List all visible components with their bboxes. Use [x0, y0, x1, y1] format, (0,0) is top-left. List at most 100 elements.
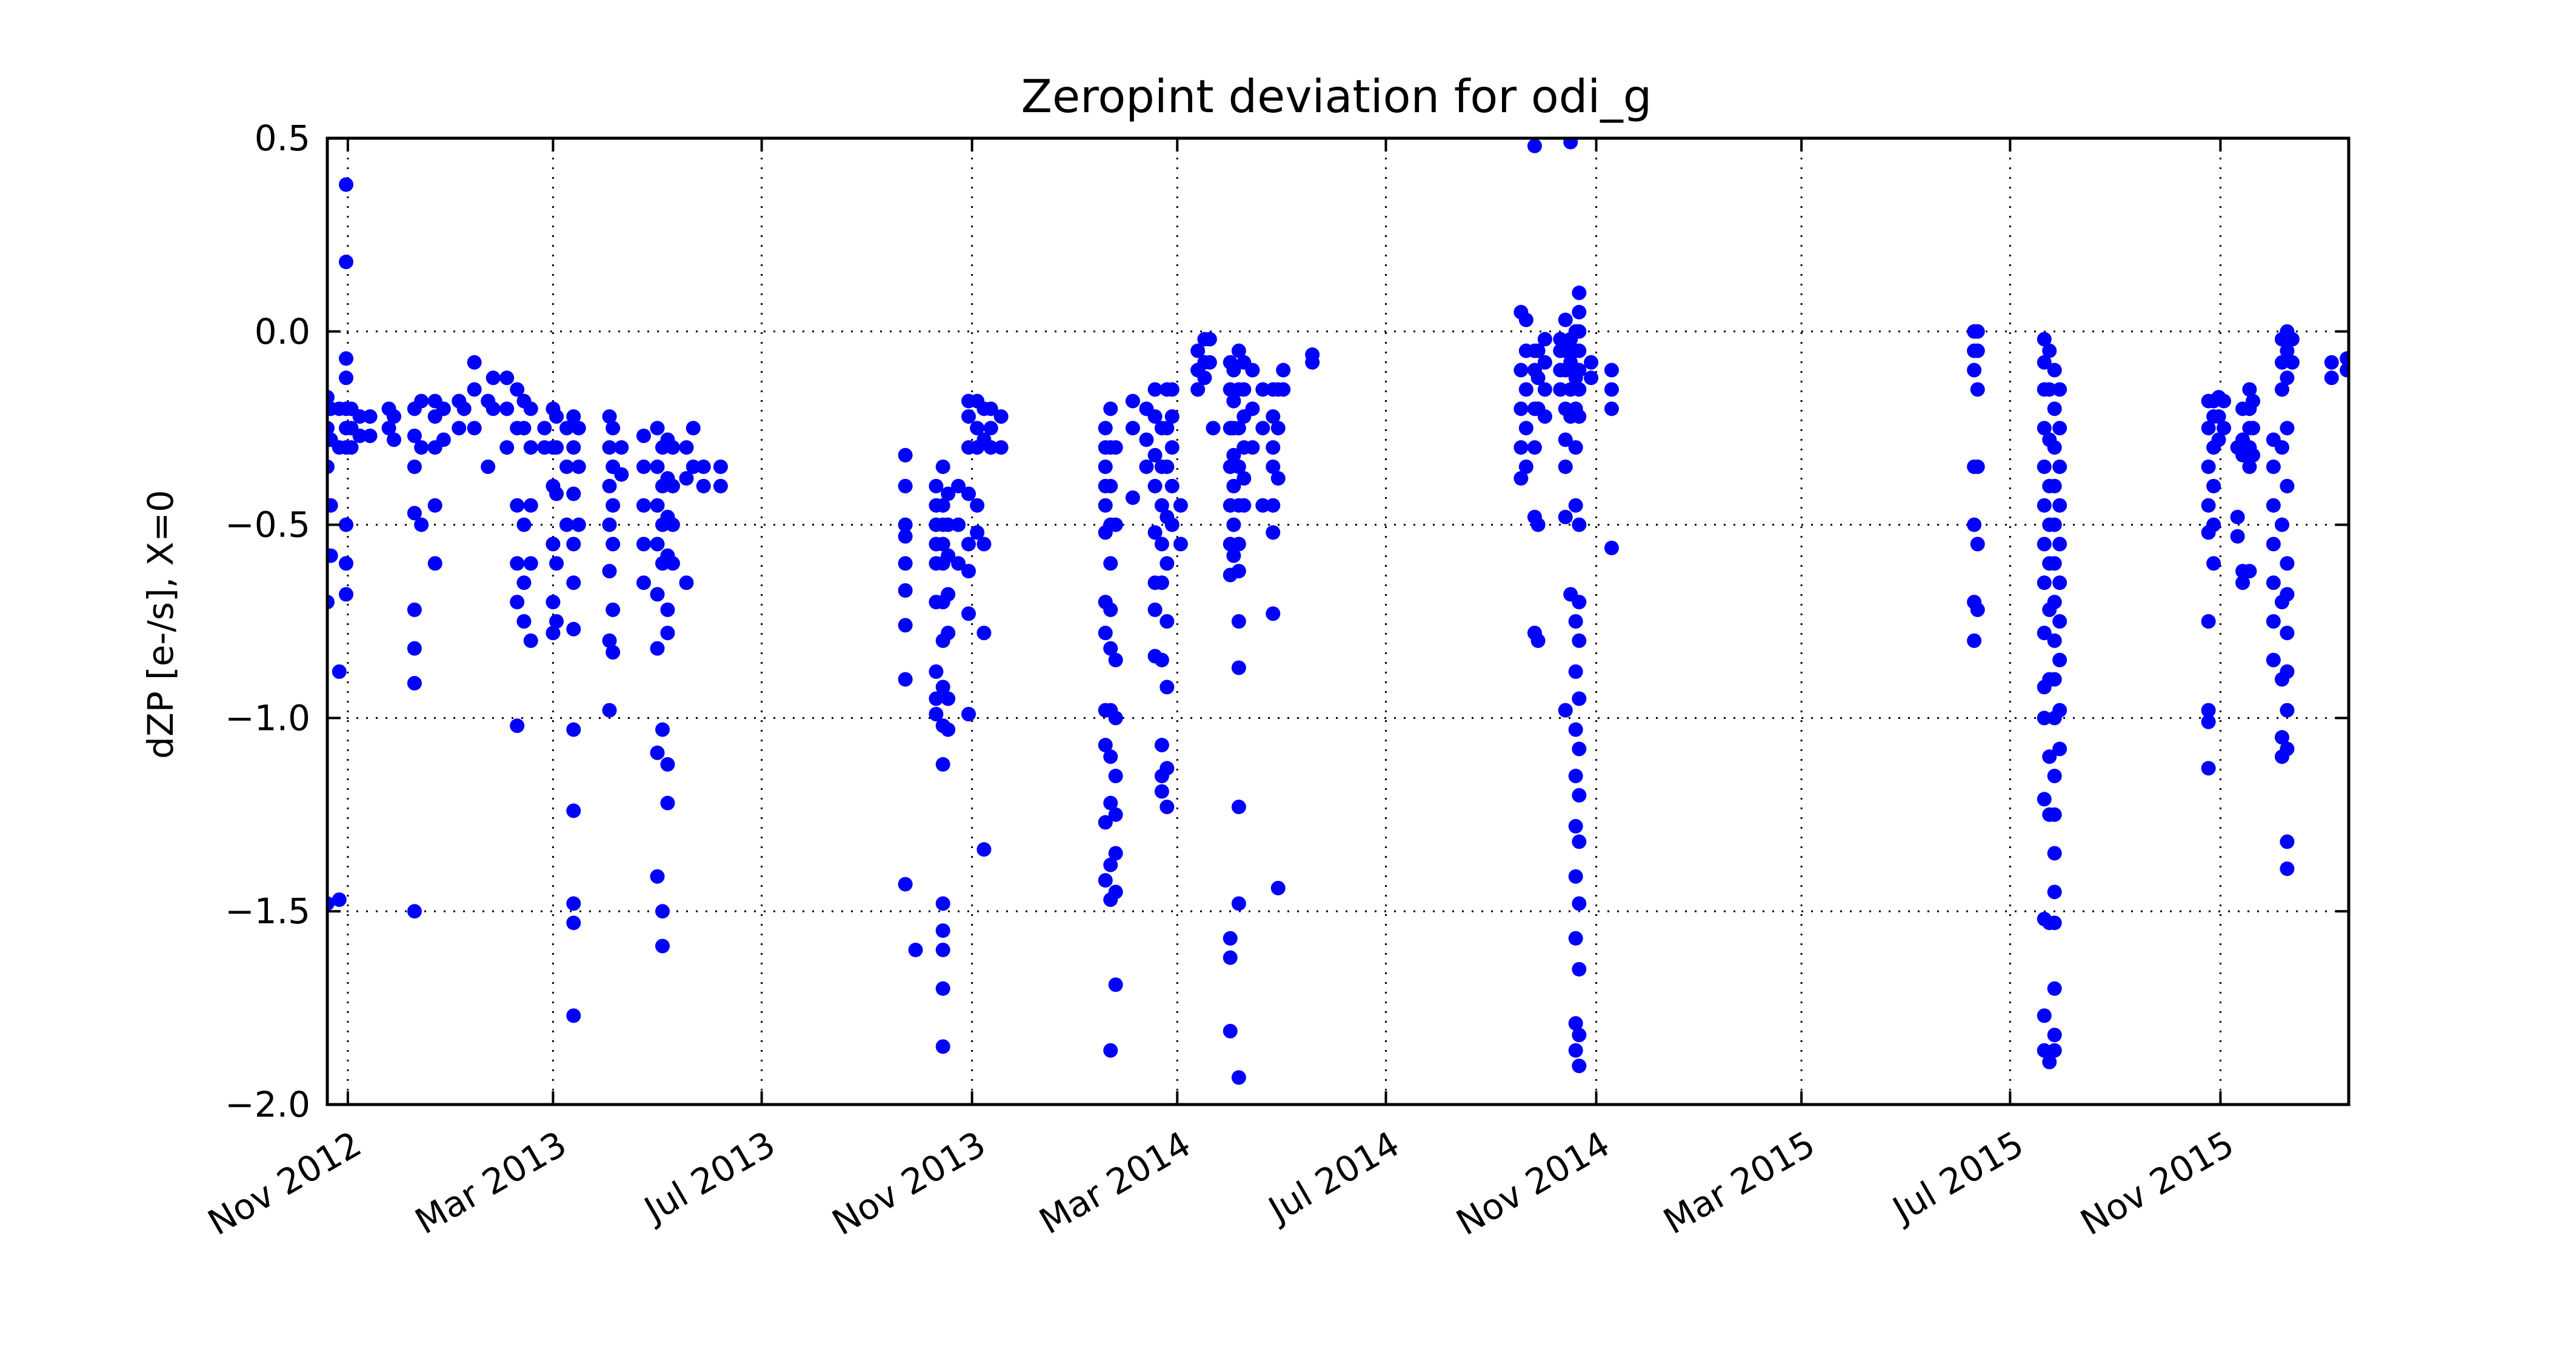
data-point [2280, 587, 2295, 602]
data-point [1226, 393, 1241, 409]
data-point [1231, 1070, 1246, 1085]
data-point [961, 486, 976, 501]
data-point [1108, 710, 1123, 726]
data-point [1967, 363, 1982, 378]
data-point [2280, 834, 2295, 849]
data-point [559, 517, 575, 532]
data-point [1572, 517, 1587, 532]
data-point [1568, 818, 1583, 834]
data-point [1270, 421, 1286, 436]
data-point [970, 525, 985, 540]
data-point [935, 537, 950, 552]
data-point [1572, 286, 1587, 301]
data-point [929, 478, 944, 493]
data-point [566, 537, 581, 552]
data-point [941, 517, 956, 532]
data-point [2284, 332, 2300, 347]
data-point [2201, 459, 2216, 474]
y-tick-label: −1.5 [225, 891, 310, 932]
data-point [1160, 556, 1175, 571]
data-point [2230, 509, 2245, 524]
data-point [1266, 409, 1281, 424]
data-point [1568, 931, 1583, 946]
data-point [1147, 478, 1163, 493]
data-point [961, 707, 976, 722]
data-point [339, 351, 354, 366]
plot-area-frame [325, 136, 2351, 1106]
data-point [1139, 459, 1154, 474]
data-point [961, 409, 976, 424]
data-point [898, 529, 913, 544]
data-point [1164, 440, 1180, 455]
data-point [1231, 660, 1246, 675]
data-point [1108, 440, 1123, 455]
data-point [2274, 730, 2289, 745]
data-point [2284, 355, 2300, 370]
data-point [602, 478, 617, 493]
data-point [1572, 382, 1587, 397]
data-point [1518, 312, 1533, 327]
y-axis-tick-labels: 0.5 0.0 −0.5 −1.0 −1.5 −2.0 [225, 118, 310, 1125]
data-point [935, 498, 950, 513]
data-point [523, 556, 538, 571]
data-point [566, 409, 581, 424]
data-point [571, 421, 586, 436]
data-point [1160, 421, 1175, 436]
data-point [1160, 614, 1175, 629]
data-point [2280, 370, 2295, 386]
data-point [549, 614, 564, 629]
data-point [908, 942, 923, 957]
data-point [436, 432, 451, 447]
data-point [1568, 869, 1583, 884]
data-point [1604, 363, 1619, 378]
data-point [381, 421, 396, 436]
data-point [606, 537, 621, 552]
data-point [898, 877, 913, 892]
data-point [935, 757, 950, 772]
data-point [1190, 343, 1206, 358]
data-point [339, 556, 354, 571]
data-point [1970, 537, 1985, 552]
data-point [1572, 787, 1587, 803]
data-point [2047, 517, 2062, 532]
data-point [1154, 575, 1169, 590]
data-point [1572, 324, 1587, 339]
data-point [1527, 138, 1542, 153]
data-point [1164, 409, 1180, 424]
data-point [1537, 382, 1552, 397]
data-point [983, 421, 998, 436]
data-point [1266, 606, 1281, 621]
data-point [452, 421, 467, 436]
data-point [983, 401, 998, 416]
data-point [941, 722, 956, 737]
data-point [2037, 1043, 2052, 1058]
data-point [1236, 471, 1252, 486]
data-point [1223, 950, 1238, 965]
data-point [2266, 498, 2281, 513]
data-point [1530, 370, 1546, 386]
data-point [499, 401, 515, 416]
data-point [1255, 382, 1270, 397]
data-point [339, 517, 354, 532]
data-point [537, 421, 552, 436]
data-point [1604, 401, 1619, 416]
data-point [1558, 509, 1573, 524]
data-point [510, 498, 525, 513]
data-point [1572, 741, 1587, 757]
data-point [2047, 440, 2062, 455]
data-point [941, 587, 956, 602]
data-point [941, 548, 956, 563]
data-point [1970, 459, 1985, 474]
data-point [2201, 714, 2216, 729]
data-point [1154, 537, 1169, 552]
data-point [2047, 807, 2062, 822]
data-point [686, 459, 701, 474]
data-point [2201, 421, 2216, 436]
data-point [2047, 884, 2062, 900]
data-point [1572, 343, 1587, 358]
data-point [1255, 498, 1270, 513]
data-point [2245, 421, 2260, 436]
data-point [898, 517, 913, 532]
data-point [636, 459, 651, 474]
data-point [1568, 664, 1583, 679]
